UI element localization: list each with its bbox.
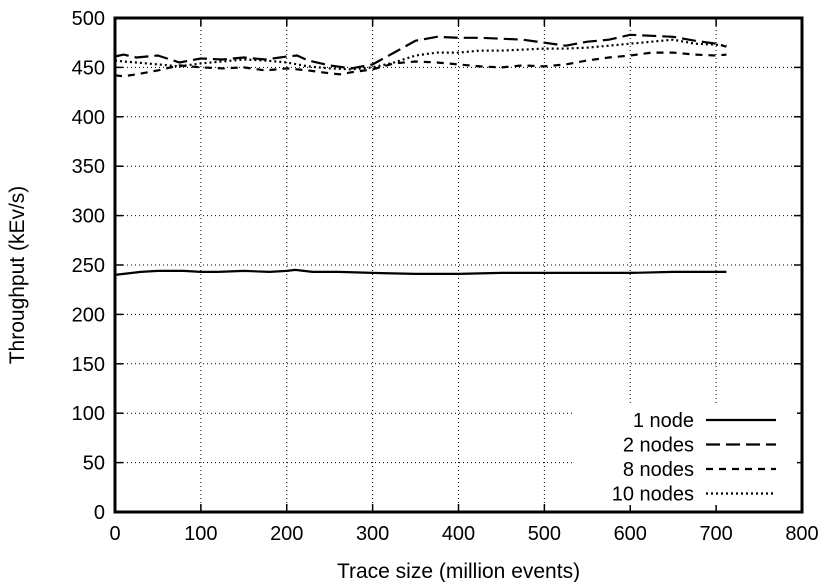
x-tick-label: 400 xyxy=(442,523,475,545)
legend-label: 8 nodes xyxy=(623,459,694,481)
series-line-2-nodes xyxy=(114,33,727,70)
x-tick-label: 200 xyxy=(270,523,303,545)
y-tick-label: 150 xyxy=(72,354,105,376)
x-tick-label: 500 xyxy=(528,523,561,545)
x-tick-label: 0 xyxy=(109,523,120,545)
x-tick-label: 100 xyxy=(184,523,217,545)
series-line-8-nodes xyxy=(114,51,727,78)
x-tick-label: 800 xyxy=(785,523,818,545)
y-tick-label: 400 xyxy=(72,107,105,129)
tick-labels: 0 50 100 150 200 250 300 350 400 450 500 0 100 200 300… xyxy=(72,8,819,545)
legend-label: 10 nodes xyxy=(612,484,694,506)
y-tick-label: 350 xyxy=(72,156,105,178)
y-tick-label: 450 xyxy=(72,57,105,79)
legend-label: 2 nodes xyxy=(623,435,694,457)
legend-label: 1 node xyxy=(633,410,694,432)
plot-frame xyxy=(113,16,804,514)
x-tick-label: 300 xyxy=(356,523,389,545)
series-line-1-node xyxy=(114,268,727,276)
x-tick-label: 600 xyxy=(614,523,647,545)
legend-background xyxy=(572,405,797,505)
x-tick-label: 700 xyxy=(699,523,732,545)
series-lines xyxy=(114,33,727,276)
y-tick-label: 300 xyxy=(72,206,105,228)
y-tick-label: 50 xyxy=(83,453,105,475)
y-tick-label: 250 xyxy=(72,255,105,277)
x-axis-title: Trace size (million events) xyxy=(337,560,580,582)
y-tick-label: 100 xyxy=(72,403,105,425)
series-line-10-nodes xyxy=(114,38,727,71)
y-tick-label: 500 xyxy=(72,8,105,30)
y-tick-label: 0 xyxy=(94,502,105,524)
y-tick-label: 200 xyxy=(72,304,105,326)
y-axis-title: Throughput (kEv/s) xyxy=(6,186,29,365)
